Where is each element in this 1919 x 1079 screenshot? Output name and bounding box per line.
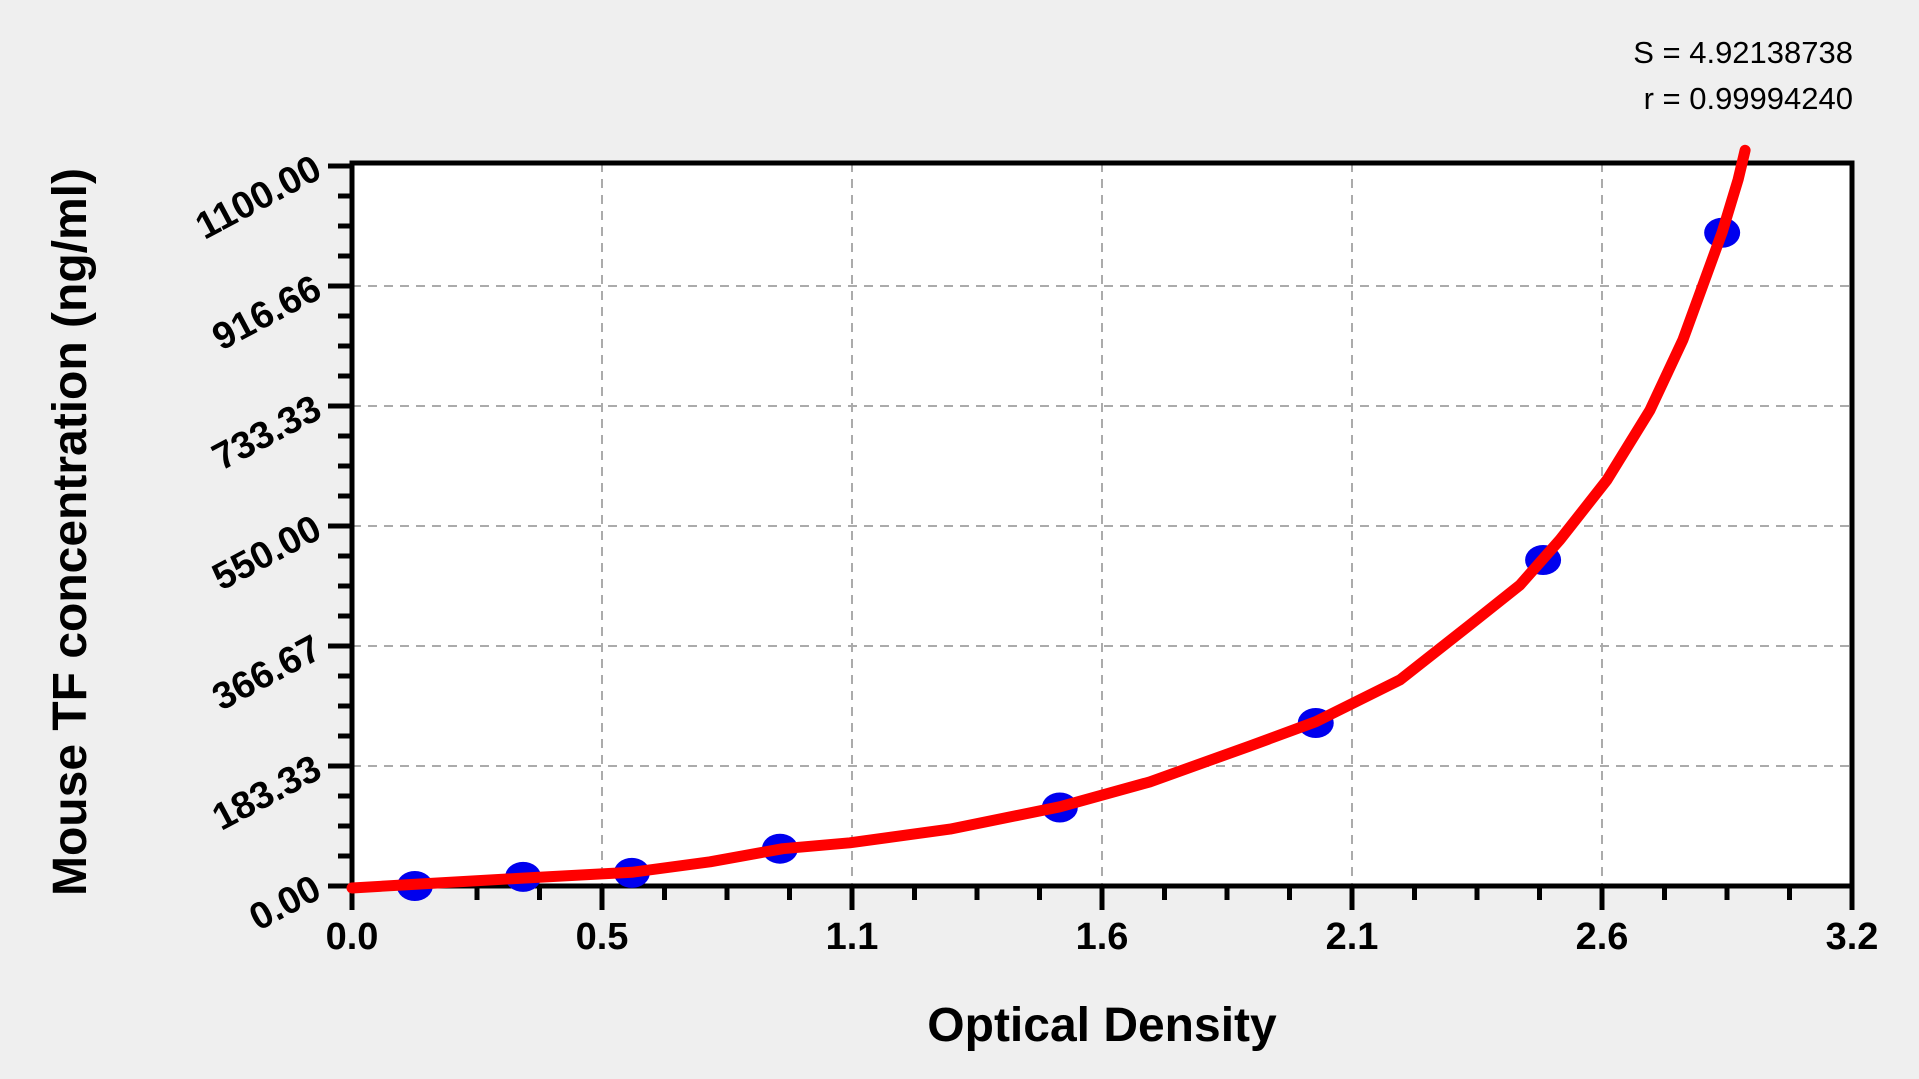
x-tick-label: 0.0 (325, 916, 379, 958)
y-axis-title: Mouse TF concentration (ng/ml) (44, 168, 97, 896)
fit-r-value: r = 0.99994240 (1643, 81, 1853, 116)
fit-curve (346, 144, 1751, 894)
fit-statistics: S = 4.92138738 r = 0.99994240 (1633, 30, 1853, 122)
x-tick-label: 2.1 (1325, 916, 1379, 958)
x-tick-label: 1.6 (1075, 916, 1129, 958)
plot-frame (349, 160, 1855, 889)
x-axis-title: Optical Density (927, 999, 1277, 1052)
x-tick-label: 3.2 (1825, 916, 1879, 958)
fit-s-value: S = 4.92138738 (1633, 35, 1853, 70)
x-tick-label: 1.1 (825, 916, 879, 958)
x-tick-label: 2.6 (1575, 916, 1629, 958)
x-tick-label: 0.5 (575, 916, 629, 958)
